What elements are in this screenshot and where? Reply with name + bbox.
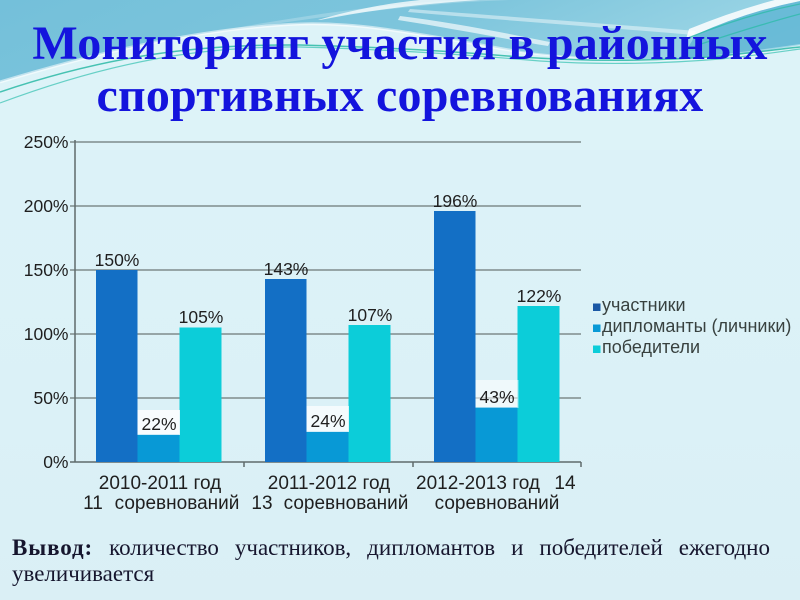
svg-text:43%: 43% bbox=[479, 387, 514, 407]
svg-text:13: 13 bbox=[251, 493, 272, 514]
svg-text:105%: 105% bbox=[179, 307, 224, 327]
svg-text:150%: 150% bbox=[95, 250, 140, 270]
svg-text:2012-2013 год: 2012-2013 год bbox=[416, 473, 540, 494]
svg-text:122%: 122% bbox=[517, 286, 562, 306]
svg-text:150%: 150% bbox=[24, 260, 69, 280]
svg-text:196%: 196% bbox=[433, 191, 478, 211]
svg-text:14: 14 bbox=[554, 473, 576, 494]
svg-text:победители: победители bbox=[602, 337, 700, 357]
svg-text:11: 11 bbox=[83, 493, 103, 514]
svg-text:2010-2011 год: 2010-2011 год bbox=[99, 473, 221, 494]
svg-text:107%: 107% bbox=[348, 305, 393, 325]
svg-text:200%: 200% bbox=[24, 196, 69, 216]
svg-text:участники: участники bbox=[602, 295, 686, 315]
svg-text:22%: 22% bbox=[141, 414, 176, 434]
svg-text:соревнований: соревнований bbox=[115, 493, 240, 514]
svg-text:50%: 50% bbox=[33, 388, 68, 408]
svg-text:дипломанты (личники): дипломанты (личники) bbox=[602, 316, 791, 336]
svg-text:24%: 24% bbox=[310, 411, 345, 431]
svg-text:143%: 143% bbox=[264, 259, 309, 279]
svg-text:соревнований: соревнований bbox=[435, 493, 560, 514]
svg-text:100%: 100% bbox=[24, 324, 69, 344]
svg-text:соревнований: соревнований bbox=[284, 493, 409, 514]
svg-text:250%: 250% bbox=[24, 132, 69, 152]
svg-text:2011-2012 год: 2011-2012 год bbox=[268, 473, 390, 494]
svg-text:0%: 0% bbox=[43, 452, 68, 472]
